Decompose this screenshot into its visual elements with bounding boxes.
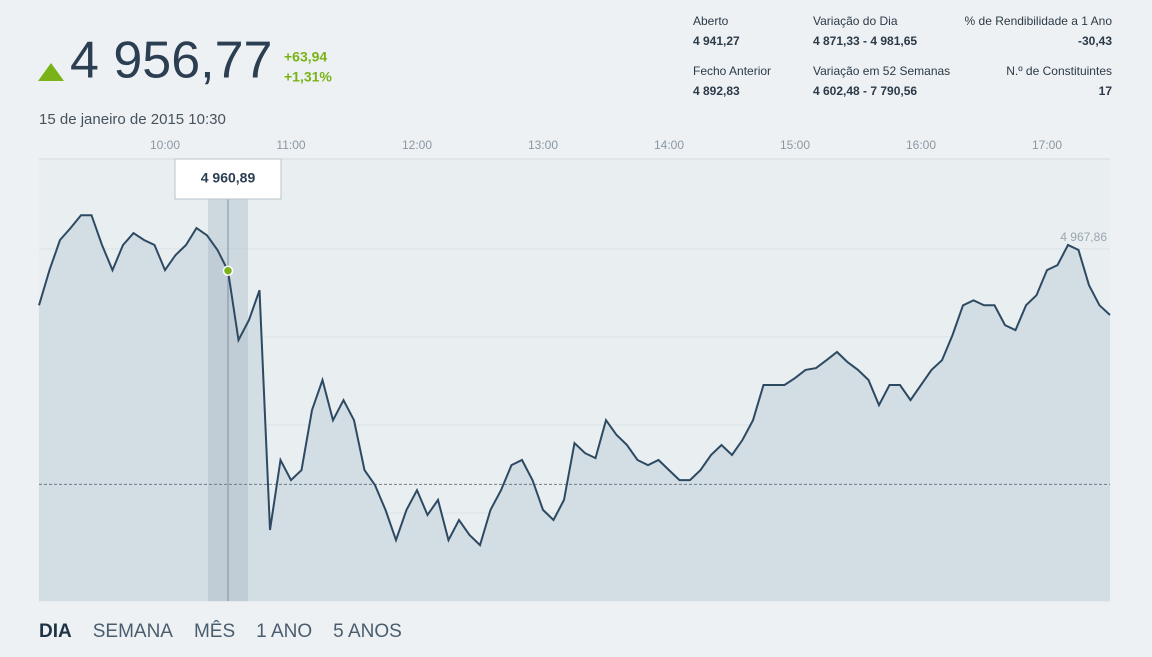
tabs: DIA SEMANA MÊS 1 ANO 5 ANOS [39,620,402,642]
y-tick-label: 4 967,86 [1060,230,1107,244]
timestamp: 15 de janeiro de 2015 10:30 [39,111,226,128]
stat-value: 17 [1099,84,1113,98]
stat-label: Variação do Dia [813,14,898,28]
stat-label: Fecho Anterior [693,64,771,78]
x-tick-label: 13:00 [528,138,558,152]
stat-label: N.º de Constituintes [1006,64,1112,78]
x-tick-label: 11:00 [276,138,305,152]
price: 4 956,77 [70,32,272,90]
x-tick-label: 15:00 [780,138,810,152]
hover-point [222,265,234,277]
x-tick-label: 16:00 [906,138,936,152]
up-arrow [38,63,64,81]
tab[interactable]: 5 ANOS [333,621,402,642]
stats: Aberto 4 941,27 Variação do Dia 4 871,33 - … [693,14,1112,98]
x-tick-label: 12:00 [402,138,432,152]
tooltip-box [174,158,282,200]
tab[interactable]: MÊS [194,620,235,642]
stat-value: 4 871,33 - 4 981,65 [813,34,917,48]
area-fill [39,215,1110,601]
price-line [38,214,1111,547]
tooltip-value: 4 960,89 [201,170,256,186]
change-pct: +1,31% [284,69,332,85]
x-tick-label: 10:00 [150,138,180,152]
stat-value: 4 941,27 [693,34,740,48]
stat-value: 4 602,48 - 7 790,56 [813,84,917,98]
x-tick-label: 17:00 [1032,138,1062,152]
stat-label: Aberto [693,14,729,28]
stat-label: % de Rendibilidade a 1 Ano [965,14,1113,28]
tab[interactable]: SEMANA [93,621,174,642]
tab[interactable]: DIA [39,621,72,642]
tab[interactable]: 1 ANO [256,621,312,642]
x-tick-label: 14:00 [654,138,684,152]
stat-value: 4 892,83 [693,84,740,98]
change: +63,94 [284,49,327,65]
stat-label: Variação em 52 Semanas [813,64,950,78]
chart: 4 855,694 883,734 911,774 939,824 967,86… [38,138,1111,602]
stat-value: -30,43 [1078,34,1112,48]
